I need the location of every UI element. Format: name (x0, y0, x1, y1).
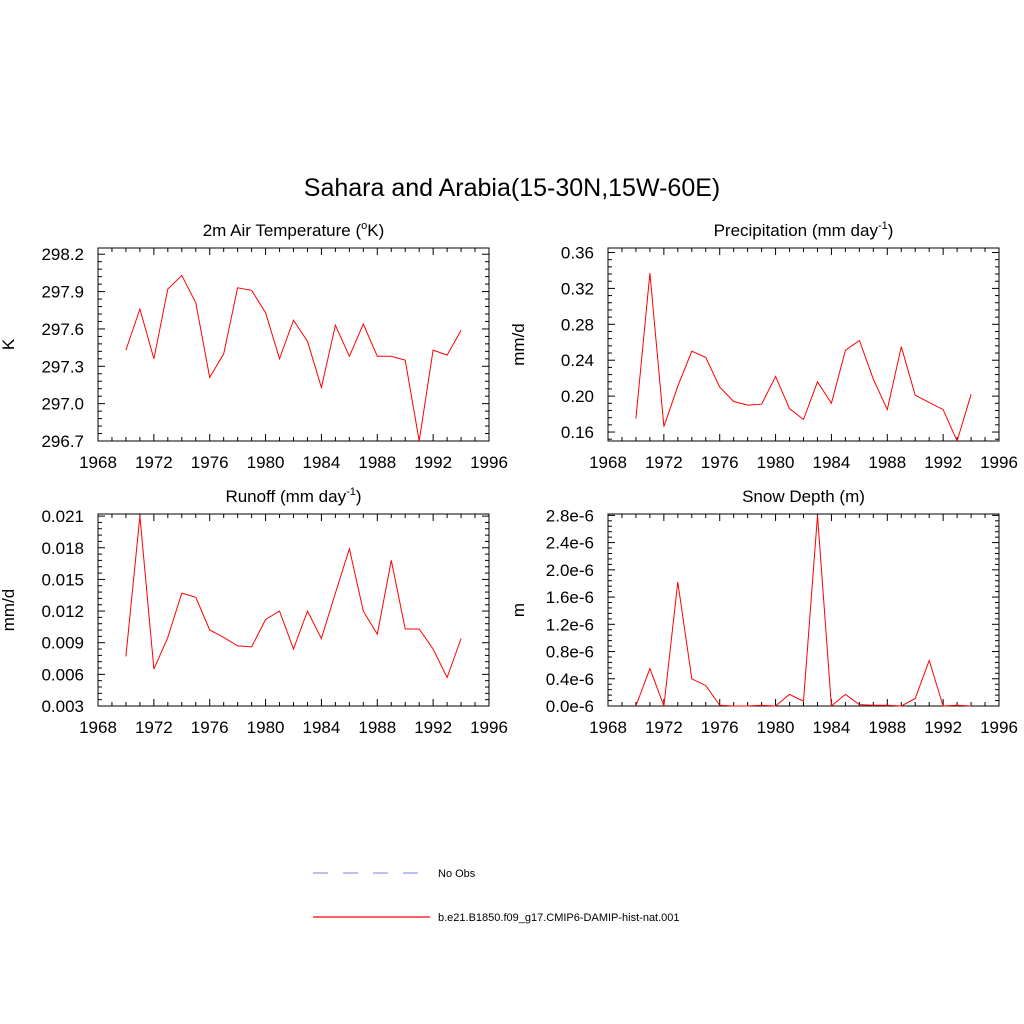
y-tick-label: 0.009 (41, 634, 84, 653)
x-tick-label: 1992 (414, 453, 452, 472)
x-tick-label: 1988 (868, 453, 906, 472)
y-axis-label: mm/d (509, 323, 528, 366)
x-tick-label: 1996 (470, 718, 508, 737)
plot-frame (607, 247, 1000, 442)
series-line (125, 274, 462, 442)
y-tick-label: 0.24 (561, 351, 594, 370)
x-tick-label: 1976 (191, 718, 229, 737)
panel-air-temperature: 2m Air Temperature (oK) K 1968 1972 1976 1980… (0, 220, 508, 472)
y-tick-label: 2.0e-6 (546, 561, 594, 580)
x-tick-label: 1968 (79, 718, 117, 737)
legend-label-no-obs: No Obs (438, 868, 476, 880)
y-tick-label: 0.021 (41, 507, 84, 526)
y-tick-label: 0.012 (41, 602, 84, 621)
y-tick-label: 296.7 (41, 432, 84, 451)
x-tick-label: 1996 (470, 453, 508, 472)
y-tick-label: 0.018 (41, 539, 84, 558)
panel-snow-depth: Snow Depth (m) m 1968 1972 1976 1980 1984 1988 1… (509, 487, 1018, 737)
x-tick-label: 1976 (191, 453, 229, 472)
x-tick-label: 1980 (757, 718, 795, 737)
series-line (635, 273, 972, 443)
x-tick-label: 1976 (701, 718, 739, 737)
x-tick-label: 1968 (589, 453, 627, 472)
y-axis-label: K (0, 338, 18, 350)
y-tick-label: 0.36 (561, 243, 594, 262)
x-tick-label: 1988 (358, 453, 396, 472)
y-tick-label: 2.4e-6 (546, 534, 594, 553)
panel-precipitation: Precipitation (mm day-1) mm/d 1968 1972 1976… (509, 220, 1018, 472)
y-tick-label: 297.0 (41, 395, 84, 414)
y-tick-label: 297.6 (41, 320, 84, 339)
y-tick-label: 1.6e-6 (546, 588, 594, 607)
y-axis-label: mm/d (0, 589, 18, 632)
x-tick-label: 1988 (358, 718, 396, 737)
panel-title: Precipitation (mm day-1) (714, 220, 894, 240)
legend-label-model: b.e21.B1850.f09_g17.CMIP6-DAMIP-hist-nat… (438, 912, 680, 924)
x-tick-label: 1984 (813, 453, 851, 472)
y-tick-label: 0.0e-6 (546, 697, 594, 716)
x-tick-label: 1992 (924, 453, 962, 472)
y-tick-label: 298.2 (41, 245, 84, 264)
x-tick-label: 1984 (303, 453, 341, 472)
x-tick-label: 1988 (868, 718, 906, 737)
panel-title: Runoff (mm day-1) (225, 486, 361, 506)
panel-title: Snow Depth (m) (742, 487, 865, 506)
legend: No Obs b.e21.B1850.f09_g17.CMIP6-DAMIP-h… (313, 868, 680, 924)
y-tick-label: 0.003 (41, 697, 84, 716)
y-tick-label: 0.8e-6 (546, 643, 594, 662)
y-tick-label: 0.015 (41, 570, 84, 589)
x-tick-label: 1968 (589, 718, 627, 737)
x-tick-label: 1972 (135, 453, 173, 472)
x-tick-label: 1996 (980, 718, 1018, 737)
x-tick-label: 1980 (247, 453, 285, 472)
y-tick-label: 0.16 (561, 423, 594, 442)
x-tick-label: 1980 (247, 718, 285, 737)
x-tick-label: 1980 (757, 453, 795, 472)
y-tick-label: 297.3 (41, 357, 84, 376)
figure-title: Sahara and Arabia(15-30N,15W-60E) (304, 174, 720, 202)
panel-title: 2m Air Temperature (oK) (203, 220, 385, 240)
x-tick-label: 1984 (813, 718, 851, 737)
y-tick-label: 0.20 (561, 387, 594, 406)
y-tick-label: 0.32 (561, 279, 594, 298)
x-tick-label: 1984 (303, 718, 341, 737)
y-tick-label: 0.006 (41, 665, 84, 684)
x-tick-label: 1972 (645, 718, 683, 737)
y-tick-label: 2.8e-6 (546, 506, 594, 525)
x-tick-label: 1992 (924, 718, 962, 737)
x-tick-label: 1968 (79, 453, 117, 472)
y-tick-label: 297.9 (41, 283, 84, 302)
series-line (635, 515, 972, 708)
y-axis-label: m (509, 603, 528, 617)
y-tick-label: 1.2e-6 (546, 615, 594, 634)
y-tick-label: 0.4e-6 (546, 670, 594, 689)
x-tick-label: 1976 (701, 453, 739, 472)
y-tick-label: 0.28 (561, 315, 594, 334)
plot-frame (97, 513, 490, 707)
x-tick-label: 1992 (414, 718, 452, 737)
panel-runoff: Runoff (mm day-1) mm/d 1968 1972 1976 1980 198… (0, 486, 508, 737)
x-tick-label: 1996 (980, 453, 1018, 472)
series-line (125, 516, 462, 679)
x-tick-label: 1972 (135, 718, 173, 737)
x-tick-label: 1972 (645, 453, 683, 472)
